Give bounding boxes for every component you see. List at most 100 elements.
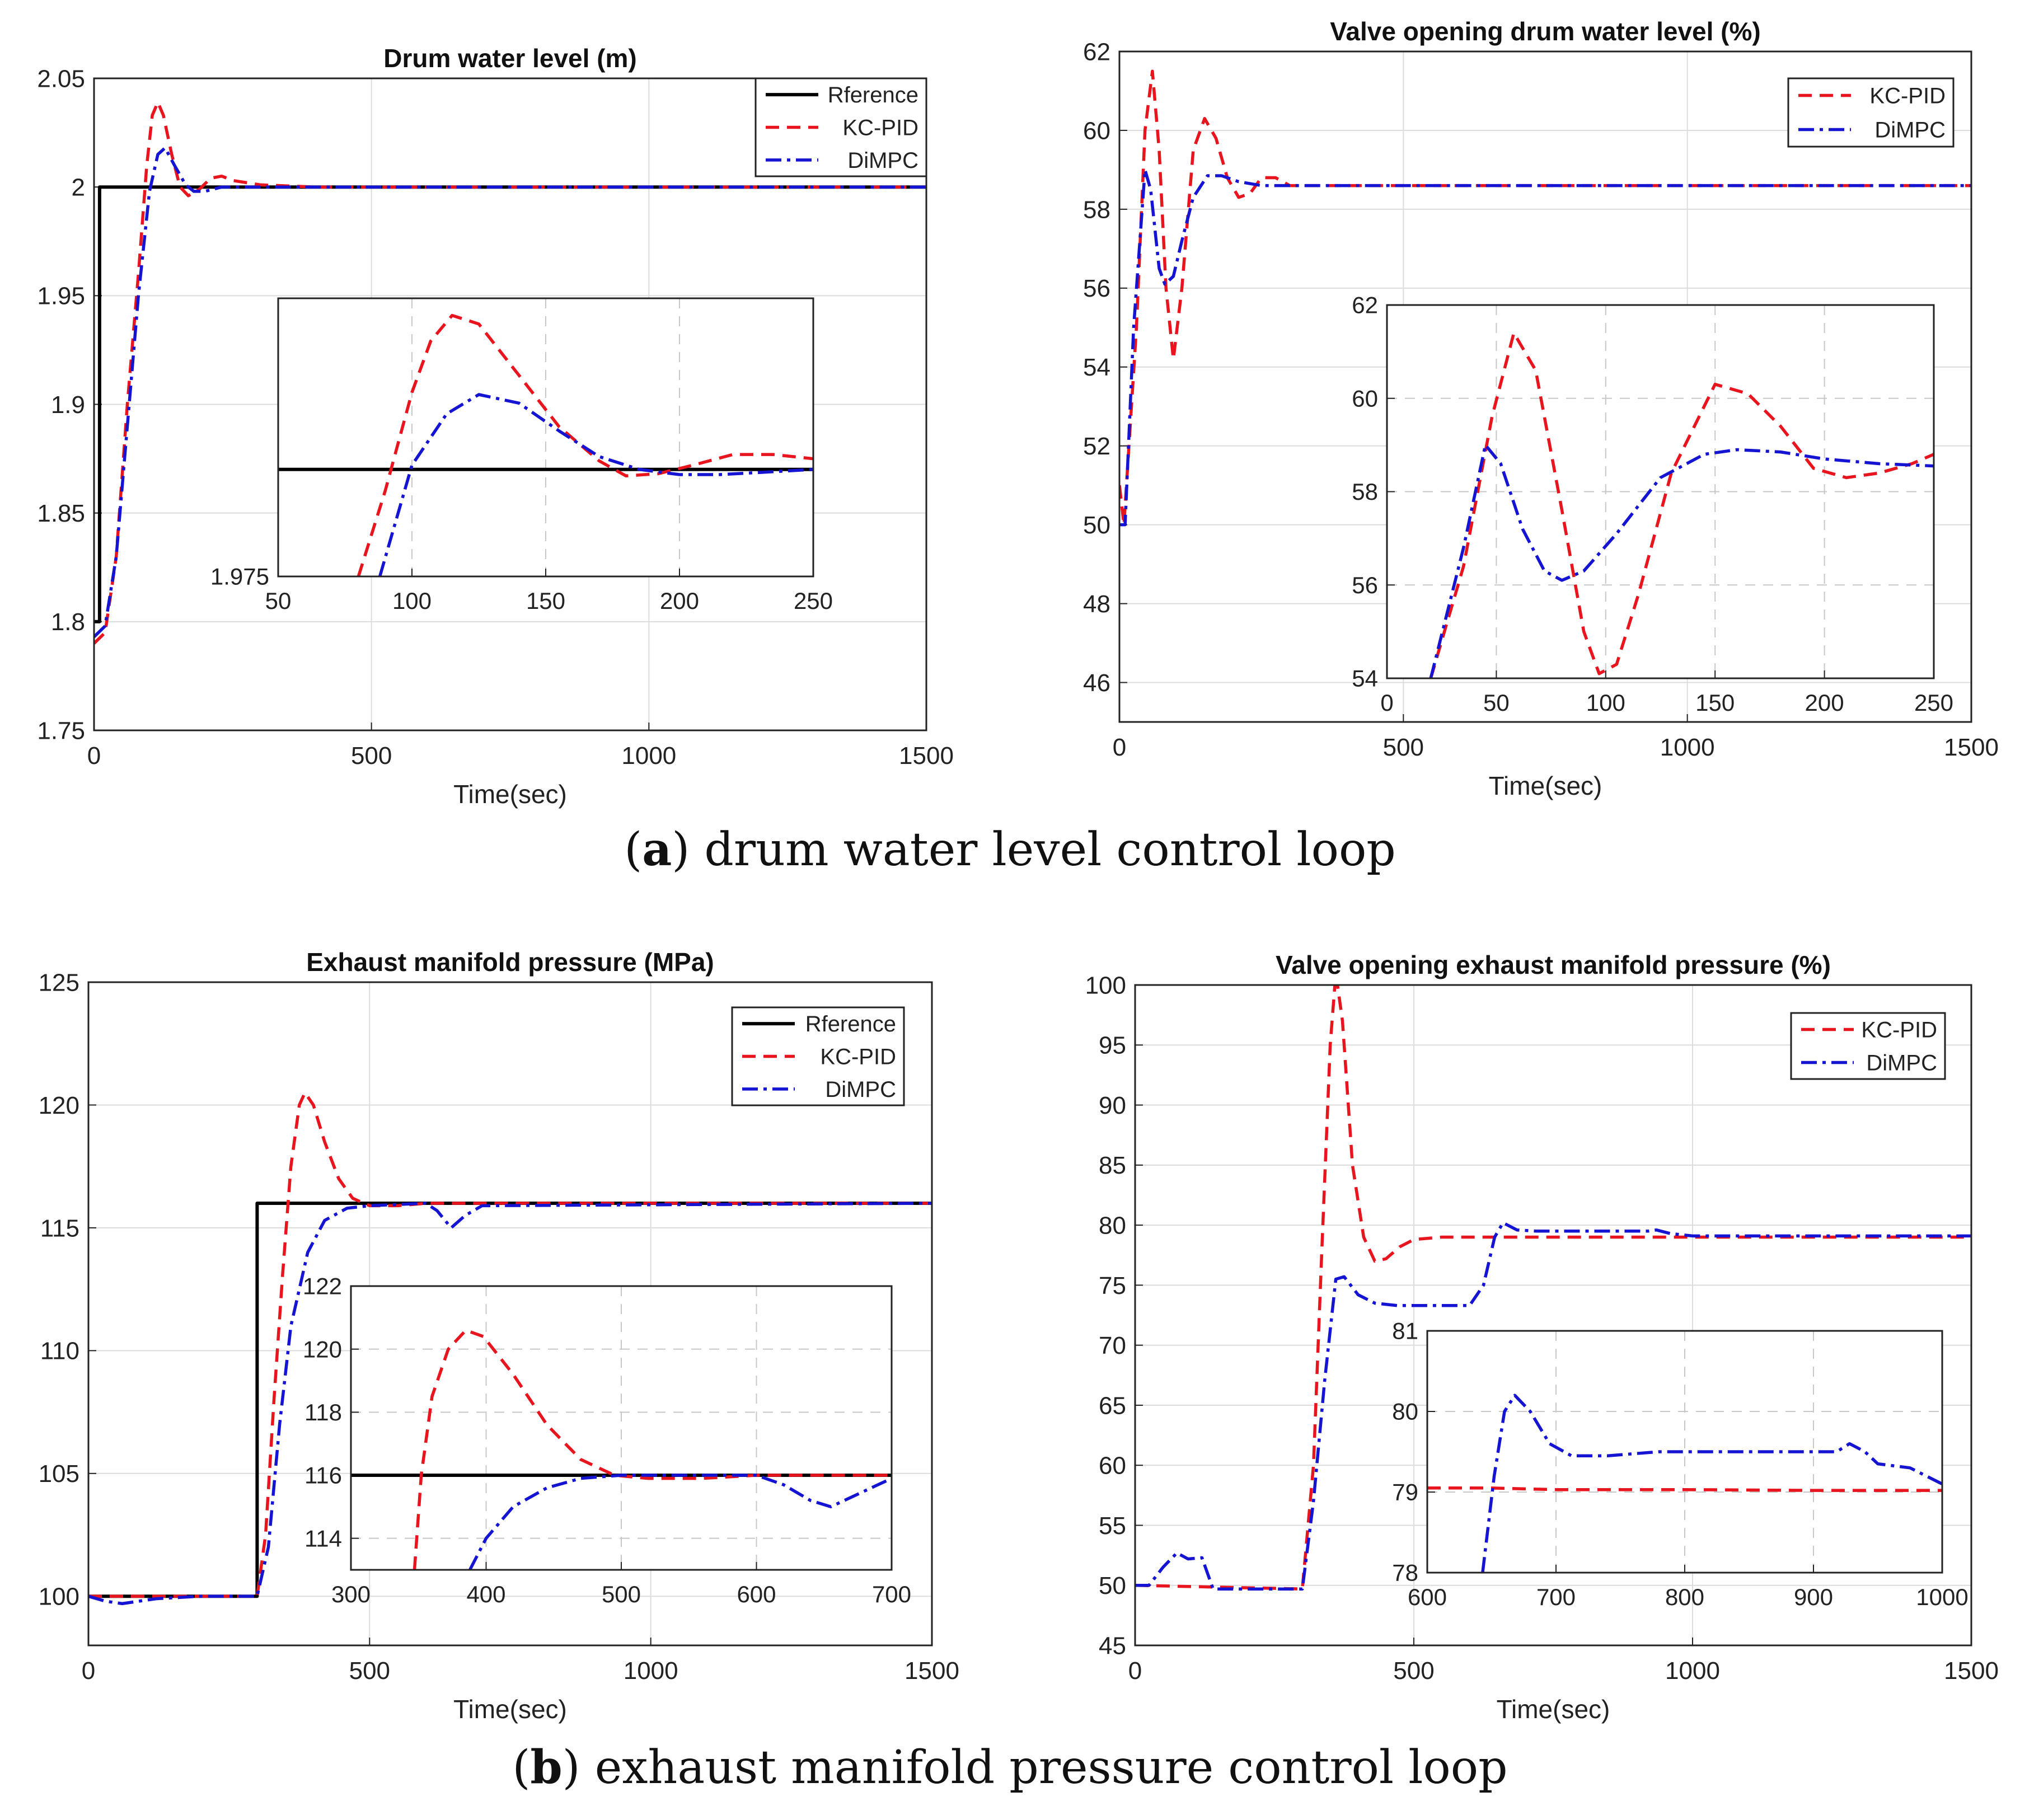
- chart-valve-exhaust-series-dimpc: [1135, 1221, 1971, 1591]
- chart-valve-drum-ytick-label: 46: [1083, 669, 1110, 697]
- legend-label-kcpid: KC-PID: [1869, 84, 1946, 109]
- chart-drum-level-series-dimpc: [94, 146, 926, 638]
- chart-valve-exhaust-ytick-label: 70: [1099, 1332, 1126, 1359]
- chart-exhaust-pressure-series-reference: [88, 1202, 932, 1598]
- inset-valve-exhaust-ytick-label: 81: [1392, 1318, 1418, 1344]
- chart-valve-drum-xlabel: Time(sec): [1489, 771, 1602, 800]
- chart-valve-exhaust-ytick-label: 75: [1099, 1272, 1126, 1300]
- inset-valve-drum-ytick-label: 58: [1352, 479, 1378, 505]
- chart-exhaust-pressure-xtick-label: 500: [349, 1657, 390, 1685]
- chart-exhaust-pressure-legend: Rference KC-PID DiMPC: [731, 1006, 905, 1106]
- chart-drum-level-legend: Rference KC-PID DiMPC: [754, 77, 927, 177]
- chart-valve-exhaust-ytick-label: 50: [1099, 1572, 1126, 1599]
- legend-label-dimpc: DiMPC: [847, 148, 918, 173]
- chart-exhaust-pressure: 0 500 1000 1500 100 105 110 115 120 125 Exhaust ma…: [39, 947, 959, 1724]
- chart-exhaust-pressure-ytick-label: 125: [39, 969, 79, 996]
- chart-exhaust-pressure-title: Exhaust manifold pressure (MPa): [306, 947, 714, 977]
- caption-a-letter: a: [642, 823, 672, 876]
- chart-exhaust-pressure-inset: 300 400 500 600 700 114 116 118 120 122: [303, 1273, 911, 1607]
- chart-drum-level-inset: 50 100 150 200 250 1.975: [210, 297, 833, 614]
- inset-exhaust-pressure-ytick-label: 114: [304, 1525, 342, 1551]
- chart-valve-drum-xtick-label: 1000: [1660, 734, 1715, 761]
- chart-valve-drum-ytick-label: 50: [1083, 512, 1110, 539]
- inset-drum-level-frame: [277, 297, 814, 578]
- inset-exhaust-pressure-xtick-label: 600: [737, 1581, 776, 1607]
- legend-box: [1787, 77, 1955, 148]
- chart-drum-level-xlabel: Time(sec): [453, 780, 567, 809]
- legend-label-kcpid: KC-PID: [842, 116, 918, 140]
- inset-valve-drum-ytick-label: 60: [1352, 385, 1378, 411]
- inset-valve-drum-xtick-label: 100: [1586, 689, 1625, 716]
- inset-exhaust-pressure-frame: [350, 1285, 893, 1571]
- inset-exhaust-pressure-ytick-label: 120: [303, 1336, 342, 1362]
- inset-drum-level-series-kcpid: [357, 313, 813, 576]
- legend-label-dimpc: DiMPC: [1874, 118, 1946, 143]
- inset-valve-exhaust-series-dimpc: [1481, 1394, 1942, 1573]
- inset-valve-exhaust-xtick-label: 1000: [1916, 1584, 1968, 1610]
- chart-valve-drum-ytick-label: 48: [1083, 590, 1110, 618]
- chart-valve-exhaust-ytick-label: 65: [1099, 1392, 1126, 1419]
- inset-drum-level-xtick-label: 200: [660, 588, 699, 614]
- chart-valve-exhaust-legend: KC-PID DiMPC: [1790, 1012, 1946, 1080]
- inset-valve-exhaust-series-kcpid: [1427, 1486, 1942, 1492]
- inset-exhaust-pressure-ytick-label: 118: [304, 1399, 342, 1425]
- chart-exhaust-pressure-ytick-label: 100: [39, 1583, 79, 1611]
- chart-exhaust-pressure-series-kcpid: [88, 1091, 932, 1598]
- legend-label-dimpc: DiMPC: [1866, 1051, 1937, 1076]
- inset-valve-exhaust-ytick-label: 79: [1392, 1479, 1418, 1505]
- inset-exhaust-pressure-series-kcpid: [413, 1329, 892, 1570]
- inset-valve-exhaust-frame: [1426, 1330, 1943, 1574]
- inset-exhaust-pressure-xtick-label: 500: [602, 1581, 641, 1607]
- inset-drum-level-xtick-label: 250: [794, 588, 833, 614]
- inset-valve-drum-xtick-label: 150: [1695, 689, 1735, 716]
- chart-valve-exhaust-inset: 600 700 800 900 1000 78 79 80 81: [1392, 1318, 1968, 1610]
- chart-valve-exhaust-xlabel: Time(sec): [1497, 1695, 1610, 1724]
- chart-drum-level-ytick-label: 1.85: [37, 500, 85, 527]
- chart-valve-drum-ytick-label: 58: [1083, 196, 1110, 223]
- inset-valve-drum-series-kcpid: [1429, 331, 1934, 678]
- chart-valve-exhaust-xtick-label: 0: [1128, 1657, 1142, 1685]
- caption-a: (a) drum water level control loop: [624, 823, 1396, 876]
- inset-valve-drum-ytick-label: 54: [1352, 665, 1378, 692]
- inset-valve-exhaust-xtick-label: 800: [1665, 1584, 1704, 1610]
- caption-b: (b) exhaust manifold pressure control lo…: [512, 1741, 1508, 1794]
- chart-drum-level-title: Drum water level (m): [383, 44, 636, 73]
- chart-valve-drum-ytick-label: 54: [1083, 354, 1110, 381]
- legend-label-kcpid: KC-PID: [820, 1045, 896, 1070]
- chart-drum-level-ytick-label: 1.75: [37, 717, 85, 744]
- chart-drum-level-ytick-label: 1.9: [51, 391, 85, 419]
- chart-valve-exhaust-ytick-label: 95: [1099, 1032, 1126, 1059]
- chart-valve-drum-frame: [1118, 50, 1972, 723]
- chart-valve-drum-ytick-label: 52: [1083, 433, 1110, 460]
- chart-drum-level: 0 500 1000 1500 1.75 1.8 1.85 1.9 1.95 2 2.05 Drum …: [37, 44, 954, 809]
- chart-valve-exhaust-ytick-label: 80: [1099, 1212, 1126, 1239]
- chart-exhaust-pressure-xtick-label: 0: [82, 1657, 95, 1685]
- inset-drum-level-ytick-label: 1.975: [210, 564, 269, 590]
- chart-valve-drum-inset: 0 50 100 150 200 250 54 56 58 60 62: [1352, 292, 1953, 716]
- inset-valve-exhaust-xtick-label: 600: [1408, 1584, 1447, 1610]
- inset-valve-drum-xtick-label: 250: [1914, 689, 1953, 716]
- inset-drum-level-xtick-label: 100: [392, 588, 432, 614]
- inset-valve-drum-xtick-label: 50: [1483, 689, 1510, 716]
- chart-exhaust-pressure-ytick-label: 110: [40, 1338, 79, 1365]
- chart-drum-level-ytick-label: 2: [72, 174, 85, 201]
- chart-valve-drum-title: Valve opening drum water level (%): [1330, 17, 1760, 46]
- legend-label-reference: Rference: [828, 83, 918, 107]
- inset-exhaust-pressure-xtick-label: 400: [466, 1581, 505, 1607]
- chart-exhaust-pressure-ytick-label: 115: [40, 1214, 79, 1242]
- chart-drum-level-frame: [93, 77, 927, 731]
- chart-valve-exhaust-ytick-label: 60: [1099, 1452, 1126, 1480]
- chart-valve-exhaust-title: Valve opening exhaust manifold pressure …: [1276, 950, 1831, 979]
- chart-valve-drum-legend: KC-PID DiMPC: [1787, 77, 1955, 148]
- chart-valve-exhaust-xtick-label: 1000: [1665, 1657, 1720, 1685]
- chart-drum-level-series-kcpid: [94, 100, 926, 645]
- chart-valve-drum-ytick-label: 60: [1083, 117, 1110, 144]
- chart-exhaust-pressure-ytick-label: 120: [39, 1092, 79, 1119]
- inset-exhaust-pressure-ytick-label: 116: [304, 1462, 342, 1489]
- inset-drum-level-xtick-label: 150: [526, 588, 565, 614]
- chart-valve-drum-ytick-label: 56: [1083, 275, 1110, 302]
- chart-valve-exhaust-series-kcpid: [1135, 985, 1971, 1591]
- chart-drum-level-xtick-label: 0: [87, 742, 101, 770]
